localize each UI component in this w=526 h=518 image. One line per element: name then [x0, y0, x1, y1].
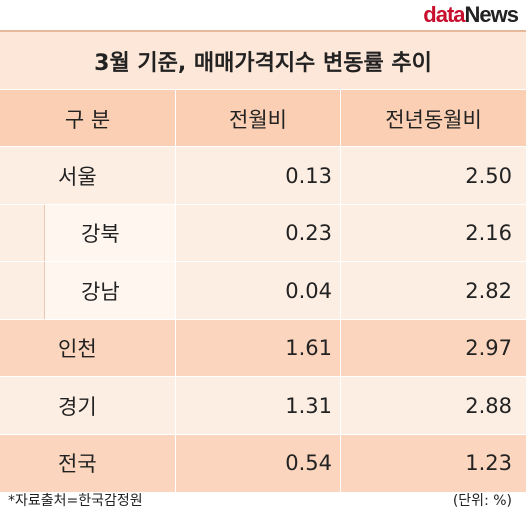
title: 3월 기준, 매매가격지수 변동률 추이 — [0, 30, 526, 90]
cell: 서울 — [58, 164, 97, 189]
cell: 2.82 — [340, 262, 526, 319]
cell: 1.23 — [340, 434, 526, 492]
cell: 2.16 — [340, 204, 526, 262]
cell: 전월비 — [175, 90, 340, 147]
table-row: 강북 0.23 2.16 — [0, 203, 526, 262]
cell: 강남 — [44, 262, 175, 319]
cell: 2.88 — [340, 377, 526, 434]
cell: 구 분 — [64, 107, 111, 132]
cell: 인천 — [58, 337, 97, 361]
unit: (단위: %) — [452, 493, 512, 509]
table-row: 경기 1.31 2.88 — [0, 376, 526, 434]
table-row: 인천 1.61 2.97 — [0, 318, 526, 377]
cell: 강북 — [44, 204, 175, 262]
cell: 0.54 — [175, 434, 340, 492]
cell: 0.23 — [175, 204, 340, 262]
table-row: 강남 0.04 2.82 — [0, 261, 526, 319]
cell: 1.61 — [175, 319, 340, 377]
cell: 0.04 — [175, 262, 340, 319]
logo-news: News — [464, 2, 519, 27]
cell: 1.31 — [175, 377, 340, 434]
table-row: 전국 0.54 1.23 — [0, 433, 526, 492]
source: *자료출처=한국감정원 — [8, 493, 143, 509]
cell: 2.50 — [340, 147, 526, 204]
cell: 2.97 — [340, 319, 526, 377]
cell: 경기 — [58, 394, 97, 419]
logo-data: data — [423, 2, 465, 27]
header-row: 구 분 전월비 전년동월비 — [0, 89, 526, 147]
logo: dataNews — [423, 2, 519, 28]
table-row: 서울 0.13 2.50 — [0, 146, 526, 204]
cell: 0.13 — [175, 147, 340, 204]
cell: 전년동월비 — [340, 90, 526, 147]
cell: 전국 — [58, 452, 97, 476]
